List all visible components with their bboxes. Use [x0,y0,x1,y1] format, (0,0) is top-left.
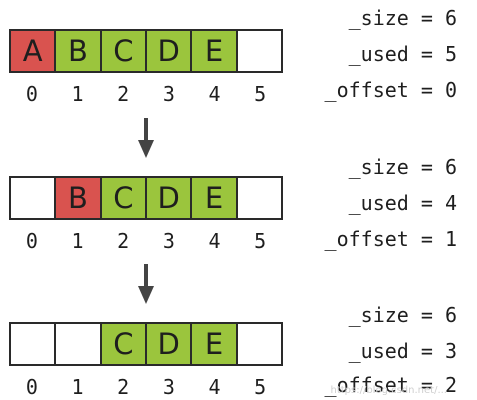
used-var: _used = 5 [348,42,457,66]
size-var: _size = 6 [348,155,457,179]
index-label: 3 [162,82,175,106]
buffer-cell: C [101,324,147,364]
buffer-array: A B C D E [9,29,283,73]
index-label: 4 [208,375,221,399]
buffer-cell [11,178,57,218]
buffer-cell [237,178,281,218]
index-label: 5 [254,82,267,106]
used-var: _used = 3 [348,339,457,363]
buffer-cell: C [101,178,147,218]
buffer-cell: E [192,31,238,71]
buffer-cell [237,31,281,71]
size-var: _size = 6 [348,6,457,30]
index-label: 4 [208,229,221,253]
index-label: 0 [25,82,38,106]
index-label: 5 [254,229,267,253]
buffer-cell: A [11,31,57,71]
index-label: 2 [117,82,130,106]
index-label: 5 [254,375,267,399]
index-label: 1 [71,375,84,399]
index-row: 0 1 2 3 4 5 [9,82,283,106]
size-var: _size = 6 [348,303,457,327]
index-label: 1 [71,229,84,253]
buffer-cell: D [146,178,193,218]
buffer-cell: E [192,324,238,364]
buffer-cell: D [146,324,193,364]
buffer-array: C D E [9,322,283,366]
index-label: 3 [162,229,175,253]
buffer-cell: C [101,31,147,71]
down-arrow-icon [138,264,154,304]
buffer-cell: E [192,178,238,218]
buffer-cell [56,324,102,364]
buffer-cell: D [146,31,193,71]
index-label: 0 [25,229,38,253]
down-arrow-icon [138,118,154,158]
buffer-cell [11,324,57,364]
buffer-cell [237,324,281,364]
index-row: 0 1 2 3 4 5 [9,375,283,399]
buffer-cell: B [56,31,102,71]
index-label: 2 [117,229,130,253]
offset-var: _offset = 0 [324,78,457,102]
index-label: 0 [25,375,38,399]
buffer-array: B C D E [9,176,283,220]
index-label: 1 [71,82,84,106]
index-label: 4 [208,82,221,106]
watermark: https://blog.csdn.net/... [330,385,447,396]
index-row: 0 1 2 3 4 5 [9,229,283,253]
offset-var: _offset = 1 [324,227,457,251]
buffer-cell: B [56,178,102,218]
index-label: 2 [117,375,130,399]
used-var: _used = 4 [348,191,457,215]
offset-var: _offset = 2 [324,373,457,397]
index-label: 3 [162,375,175,399]
